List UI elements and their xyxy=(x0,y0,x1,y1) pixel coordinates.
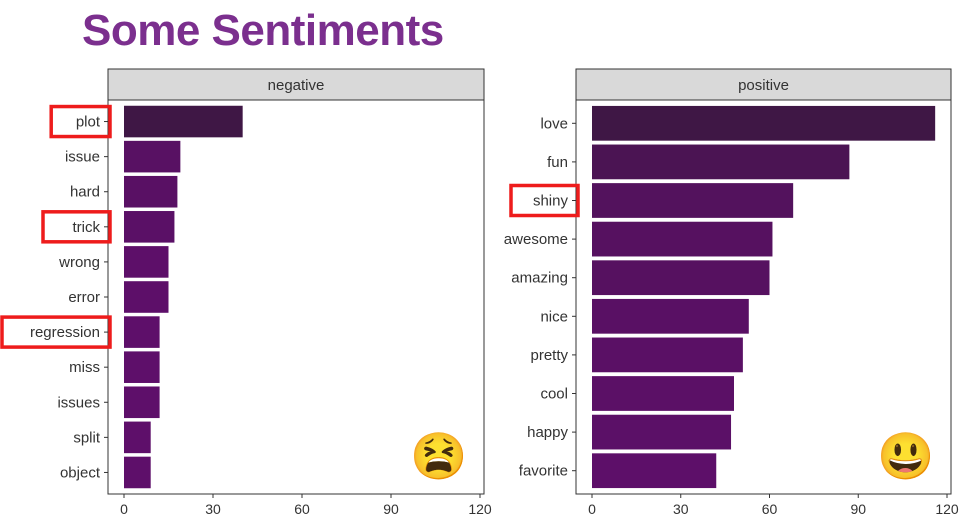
highlight-box-plot xyxy=(49,104,112,139)
facet-strip-label: positive xyxy=(738,77,789,94)
bar-regression xyxy=(124,316,160,348)
bar-trick xyxy=(124,211,175,243)
x-tick-label: 0 xyxy=(588,501,596,517)
bar-error xyxy=(124,281,169,313)
bar-love xyxy=(592,105,936,141)
x-tick-label: 0 xyxy=(120,501,128,517)
bar-amazing xyxy=(592,260,770,296)
y-tick-label-pretty: pretty xyxy=(530,347,568,364)
bar-plot xyxy=(124,105,243,138)
y-tick-label-object: object xyxy=(60,464,101,481)
highlight-box-trick xyxy=(41,210,112,244)
bar-wrong xyxy=(124,246,169,278)
y-tick-label-wrong: wrong xyxy=(58,254,100,271)
y-tick-label-trick: trick xyxy=(73,219,101,236)
x-tick-label: 120 xyxy=(935,501,959,517)
y-tick-label-issue: issue xyxy=(65,149,100,166)
x-tick-label: 120 xyxy=(468,501,492,517)
facet-strip-label: negative xyxy=(268,77,325,94)
x-tick-label: 60 xyxy=(294,501,310,517)
bar-nice xyxy=(592,298,749,334)
bar-issues xyxy=(124,386,160,419)
tired-face-icon: 😫 xyxy=(410,430,467,482)
bar-favorite xyxy=(592,453,717,489)
y-tick-label-love: love xyxy=(540,115,568,132)
y-tick-label-cool: cool xyxy=(540,386,568,403)
y-tick-label-nice: nice xyxy=(540,308,568,325)
bar-pretty xyxy=(592,337,743,373)
y-tick-label-hard: hard xyxy=(70,184,100,201)
bar-fun xyxy=(592,144,850,180)
y-tick-label-fun: fun xyxy=(547,154,568,171)
x-tick-label: 90 xyxy=(850,501,866,517)
x-tick-label: 30 xyxy=(205,501,221,517)
bar-issue xyxy=(124,140,181,173)
x-tick-label: 90 xyxy=(383,501,399,517)
x-tick-label: 60 xyxy=(762,501,778,517)
bar-awesome xyxy=(592,221,773,257)
facet-strip xyxy=(107,68,485,101)
smiley-face-icon: 😃 xyxy=(877,430,934,482)
bar-split xyxy=(124,421,151,454)
slide-title: Some Sentiments xyxy=(82,6,444,55)
y-tick-label-issues: issues xyxy=(57,394,100,411)
y-tick-label-split: split xyxy=(73,429,101,446)
y-tick-label-awesome: awesome xyxy=(504,231,568,248)
facet-strip xyxy=(575,68,952,101)
highlight-box-regression xyxy=(0,315,112,349)
bar-shiny xyxy=(592,183,794,218)
plot-panel xyxy=(107,99,485,495)
y-tick-label-amazing: amazing xyxy=(511,270,568,287)
bar-miss xyxy=(124,351,160,383)
bar-hard xyxy=(124,175,178,208)
y-tick-label-regression: regression xyxy=(30,324,100,341)
bar-object xyxy=(124,456,151,489)
bar-happy xyxy=(592,414,732,450)
facet-panel-positive: positive love fun shiny awesome amazing nice pr… xyxy=(504,68,959,517)
y-tick-label-favorite: favorite xyxy=(519,463,568,480)
bar-cool xyxy=(592,376,734,411)
y-tick-label-shiny: shiny xyxy=(533,193,569,210)
y-tick-label-happy: happy xyxy=(527,424,568,441)
y-tick-label-plot: plot xyxy=(76,114,101,131)
highlight-box-shiny xyxy=(509,183,580,218)
y-tick-label-error: error xyxy=(68,289,100,306)
x-tick-label: 30 xyxy=(673,501,689,517)
y-tick-label-miss: miss xyxy=(69,359,100,376)
facet-panel-negative: negative plot issue hard trick wrong error regr… xyxy=(0,68,492,517)
